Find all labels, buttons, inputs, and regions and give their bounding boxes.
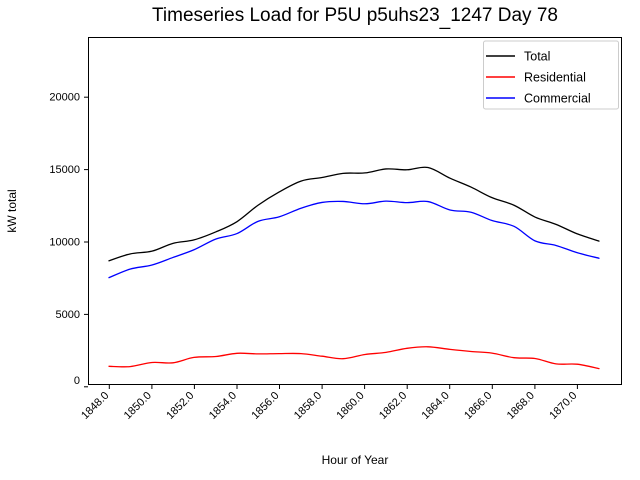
svg-text:10000: 10000 xyxy=(49,237,80,249)
svg-text:0: 0 xyxy=(74,375,80,387)
svg-text:kW total: kW total xyxy=(5,189,19,232)
svg-text:15000: 15000 xyxy=(49,164,80,176)
svg-text:5000: 5000 xyxy=(56,309,80,321)
svg-text:Hour of Year: Hour of Year xyxy=(322,453,389,467)
svg-text:20000: 20000 xyxy=(49,92,80,104)
svg-text:Commercial: Commercial xyxy=(524,92,591,106)
svg-text:Residential: Residential xyxy=(524,71,586,85)
svg-text:Total: Total xyxy=(524,50,550,64)
